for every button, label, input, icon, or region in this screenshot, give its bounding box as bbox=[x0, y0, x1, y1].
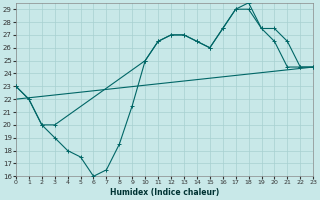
X-axis label: Humidex (Indice chaleur): Humidex (Indice chaleur) bbox=[110, 188, 219, 197]
